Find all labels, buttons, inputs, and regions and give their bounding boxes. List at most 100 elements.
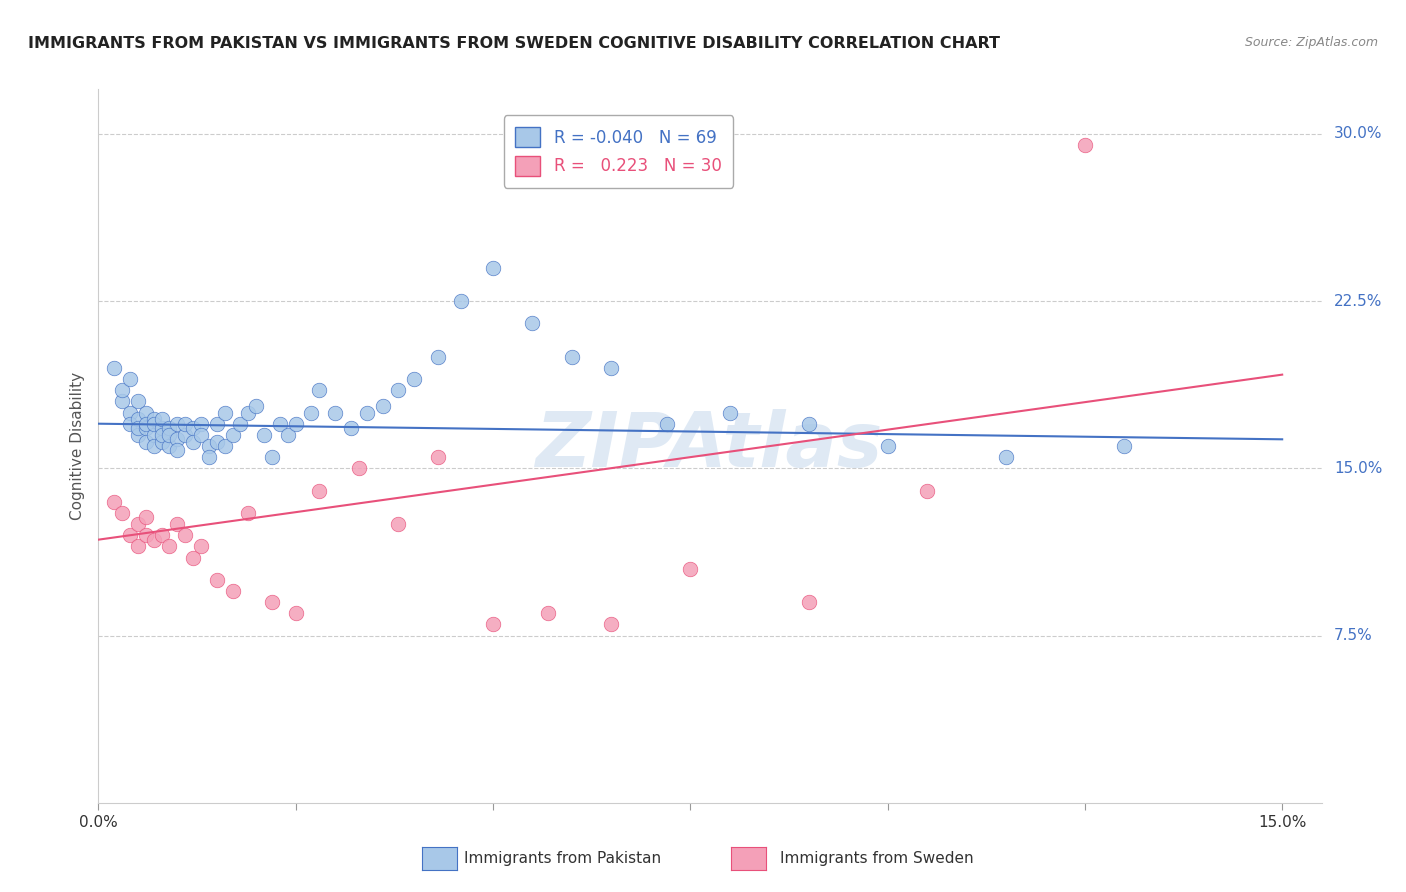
Point xyxy=(135,510,157,524)
Point xyxy=(181,421,204,435)
Point xyxy=(142,412,165,426)
Point xyxy=(205,417,228,431)
Point xyxy=(174,528,197,542)
Point xyxy=(135,528,157,542)
Point xyxy=(260,450,283,465)
Point xyxy=(797,417,820,431)
Point xyxy=(127,412,149,426)
Point xyxy=(426,350,449,364)
Point xyxy=(387,517,409,532)
Point xyxy=(118,528,141,542)
Point xyxy=(181,434,204,449)
Point xyxy=(166,433,188,447)
Point xyxy=(371,399,394,413)
Point xyxy=(426,450,449,465)
Point xyxy=(142,533,165,547)
Point xyxy=(190,427,212,442)
Point xyxy=(450,293,472,308)
Point xyxy=(238,405,260,420)
Text: IMMIGRANTS FROM PAKISTAN VS IMMIGRANTS FROM SWEDEN COGNITIVE DISABILITY CORRELAT: IMMIGRANTS FROM PAKISTAN VS IMMIGRANTS F… xyxy=(28,36,1000,51)
Point xyxy=(118,405,141,420)
Point xyxy=(111,394,134,409)
Point xyxy=(127,539,149,553)
Point xyxy=(166,517,188,532)
Legend: R = -0.040   N = 69, R =   0.223   N = 30: R = -0.040 N = 69, R = 0.223 N = 30 xyxy=(503,115,733,187)
Point xyxy=(876,439,898,453)
Point xyxy=(238,506,260,520)
Point xyxy=(174,427,197,442)
Point xyxy=(221,427,243,442)
Point xyxy=(159,539,181,553)
Point xyxy=(482,617,505,632)
Point xyxy=(198,439,221,453)
Point xyxy=(679,562,702,576)
Point xyxy=(111,384,134,398)
Point xyxy=(994,450,1017,465)
Point xyxy=(323,405,346,420)
Point xyxy=(127,421,149,435)
Point xyxy=(150,528,173,542)
Point xyxy=(301,405,323,420)
Y-axis label: Cognitive Disability: Cognitive Disability xyxy=(69,372,84,520)
Text: 30.0%: 30.0% xyxy=(1334,127,1382,141)
Point xyxy=(150,412,173,426)
Point xyxy=(600,360,623,375)
Point xyxy=(561,350,583,364)
Point xyxy=(103,494,125,508)
Point xyxy=(135,421,157,435)
Point xyxy=(135,405,157,420)
Point xyxy=(1114,439,1136,453)
Text: 7.5%: 7.5% xyxy=(1334,628,1372,643)
Point xyxy=(229,417,252,431)
Point xyxy=(198,450,221,465)
Point xyxy=(190,539,212,553)
Point xyxy=(245,399,267,413)
Point xyxy=(118,372,141,386)
Point xyxy=(111,506,134,520)
Point xyxy=(356,405,378,420)
Point xyxy=(284,607,307,621)
Point xyxy=(166,417,188,431)
Point xyxy=(166,443,188,458)
Point xyxy=(214,439,236,453)
Point xyxy=(150,421,173,435)
Point xyxy=(269,417,291,431)
Point xyxy=(127,427,149,442)
Point xyxy=(205,434,228,449)
Point xyxy=(340,421,363,435)
Point xyxy=(308,483,330,498)
Point xyxy=(284,417,307,431)
Point xyxy=(260,595,283,609)
Text: Source: ZipAtlas.com: Source: ZipAtlas.com xyxy=(1244,36,1378,49)
Text: 15.0%: 15.0% xyxy=(1334,461,1382,475)
Point xyxy=(205,573,228,587)
Point xyxy=(404,372,426,386)
Point xyxy=(277,427,299,442)
Point xyxy=(135,417,157,431)
Point xyxy=(127,394,149,409)
Point xyxy=(253,427,276,442)
Point xyxy=(214,405,236,420)
Point xyxy=(181,550,204,565)
Point xyxy=(482,260,505,275)
Point xyxy=(522,317,544,331)
Text: 22.5%: 22.5% xyxy=(1334,293,1382,309)
Point xyxy=(159,427,181,442)
Text: Immigrants from Pakistan: Immigrants from Pakistan xyxy=(464,852,661,866)
Point xyxy=(150,434,173,449)
Point xyxy=(387,384,409,398)
Point xyxy=(142,427,165,442)
Point xyxy=(142,417,165,431)
Point xyxy=(915,483,938,498)
Point xyxy=(797,595,820,609)
Point xyxy=(174,417,197,431)
Text: Immigrants from Sweden: Immigrants from Sweden xyxy=(780,852,974,866)
Text: ZIPAtlas: ZIPAtlas xyxy=(536,409,884,483)
Point xyxy=(159,439,181,453)
Point xyxy=(347,461,370,475)
Point xyxy=(1074,138,1097,153)
Point xyxy=(655,417,678,431)
Point xyxy=(150,427,173,442)
Point xyxy=(103,360,125,375)
Point xyxy=(308,384,330,398)
